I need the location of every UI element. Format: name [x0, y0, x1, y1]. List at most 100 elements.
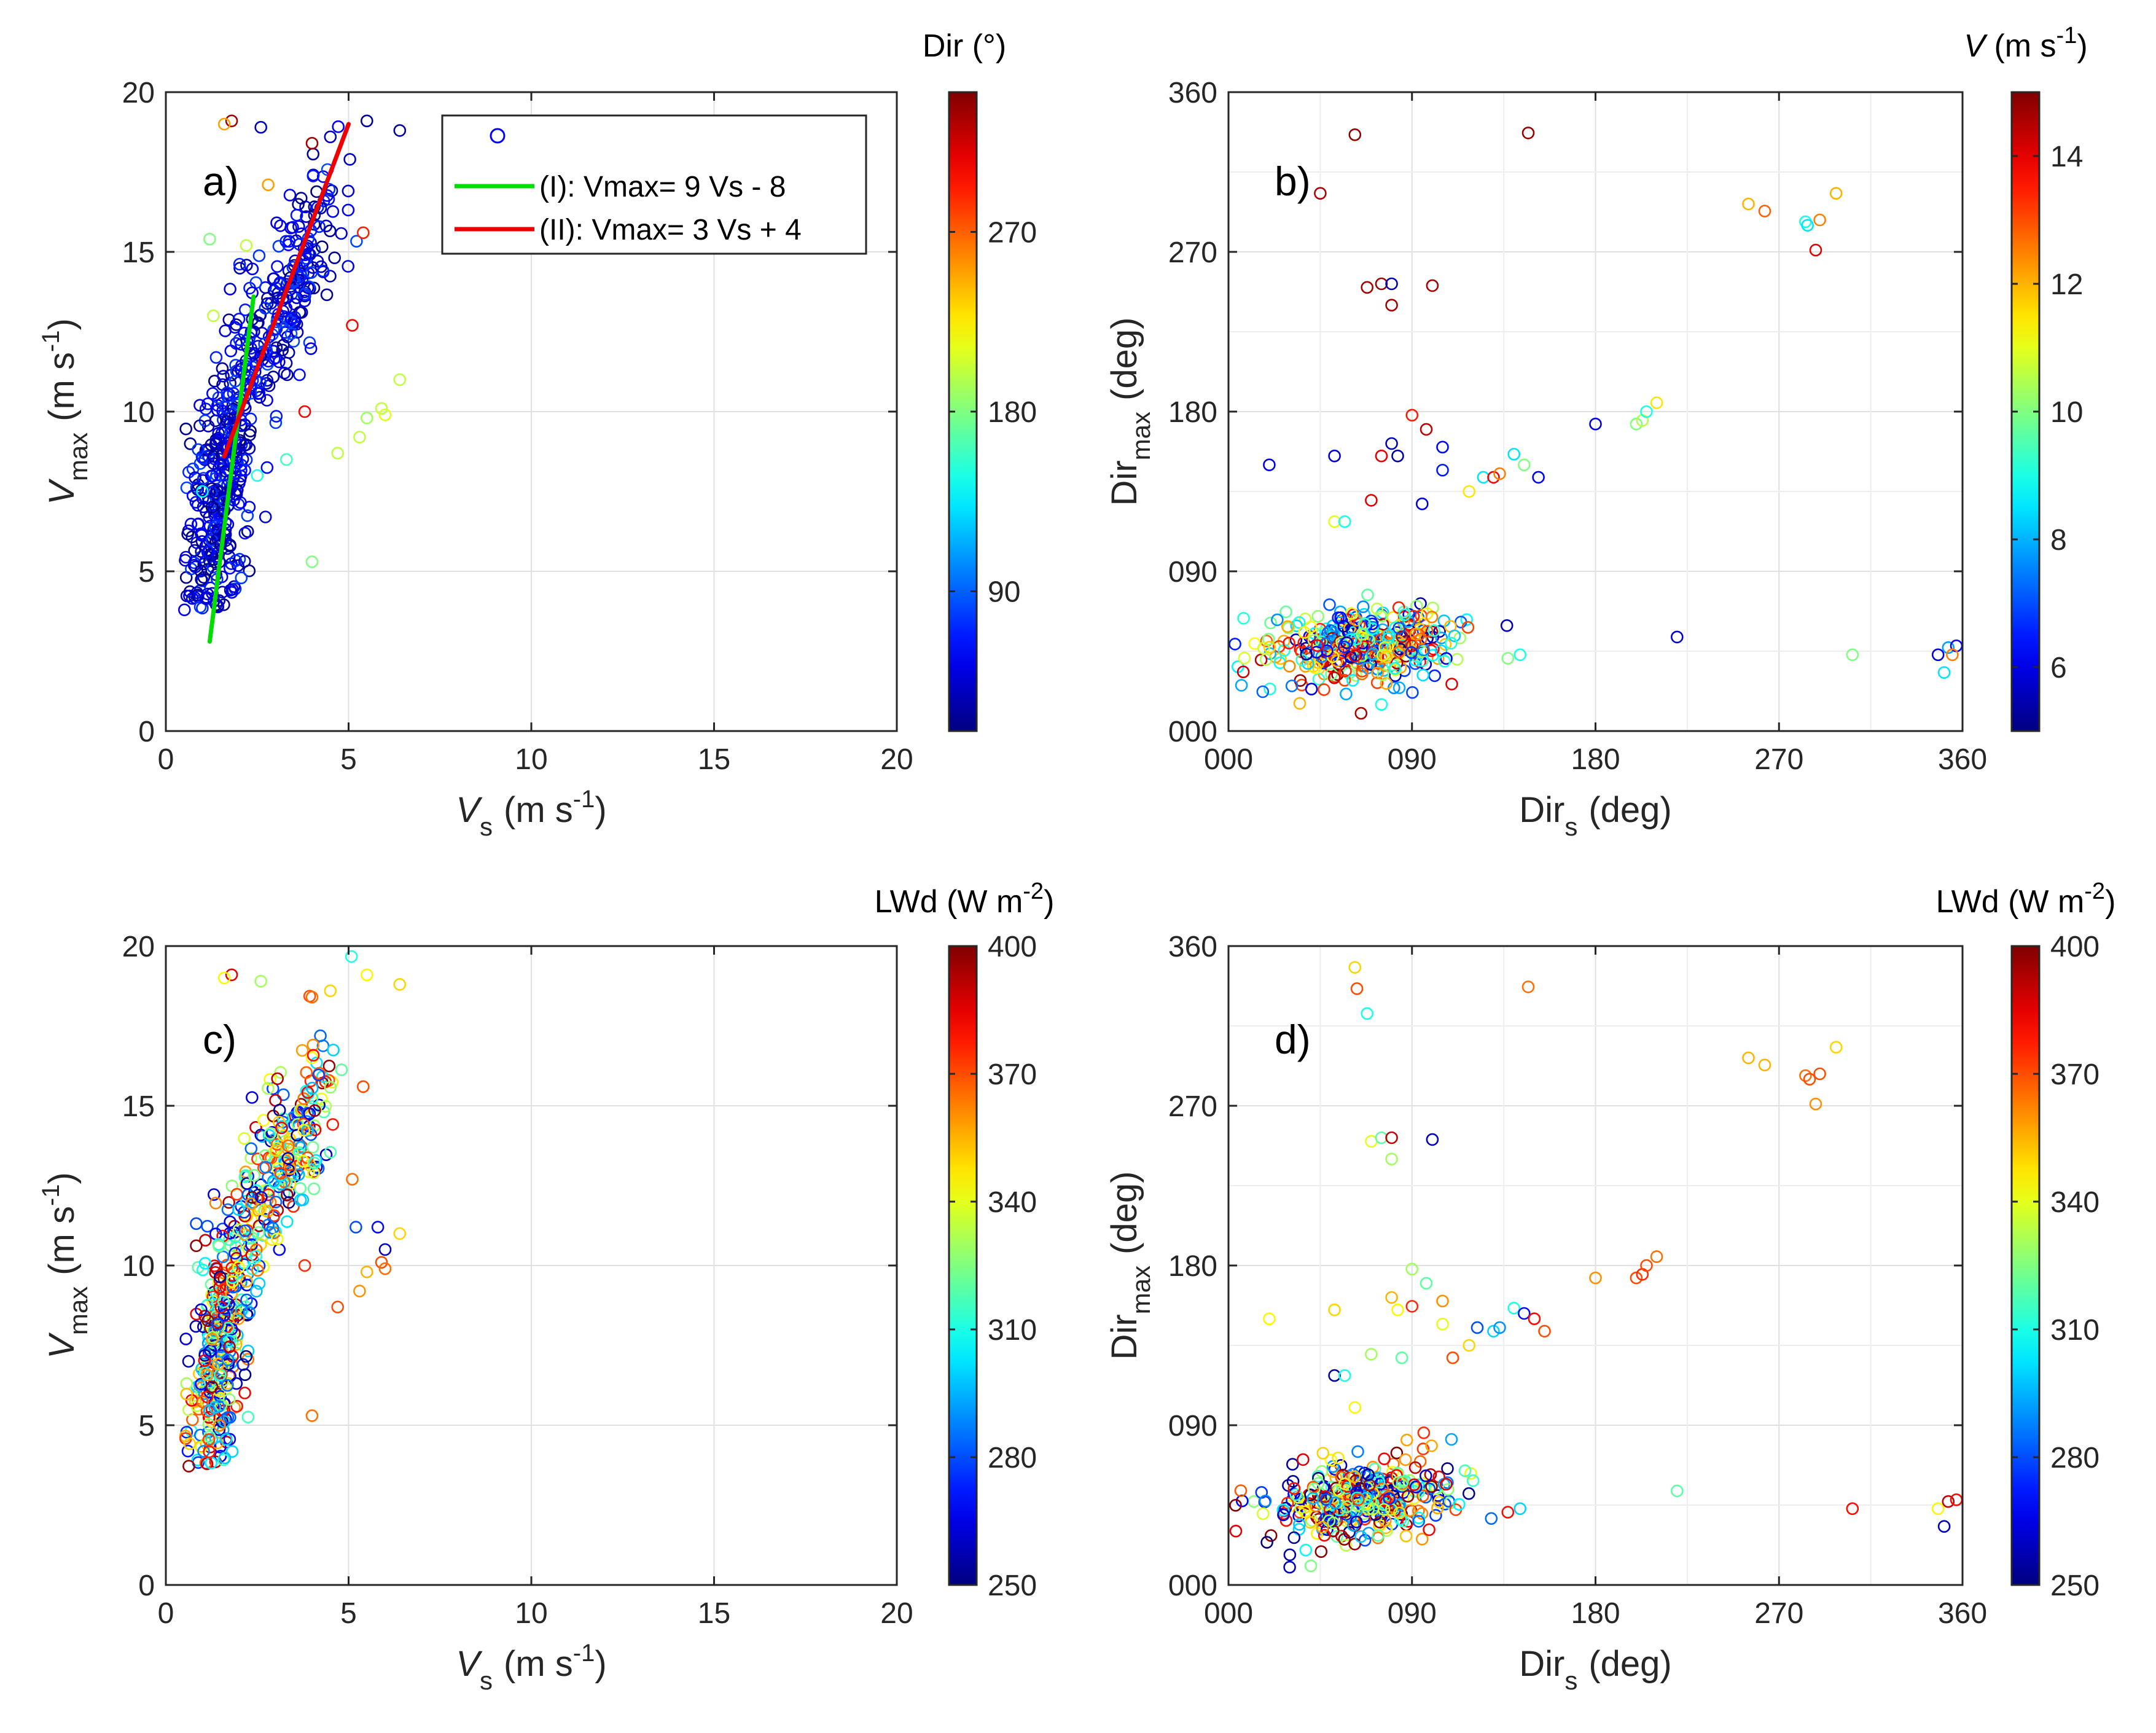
data-point [211, 404, 224, 417]
data-point [243, 501, 256, 514]
data-point [1263, 641, 1276, 654]
data-point [225, 114, 238, 128]
data-point [1314, 187, 1327, 200]
data-point [213, 1270, 227, 1283]
data-point [1325, 1481, 1338, 1494]
data-point [1420, 1469, 1432, 1482]
data-point [280, 1215, 294, 1228]
data-point [1392, 622, 1405, 635]
x-tick-label: 20 [880, 743, 913, 776]
data-point [252, 249, 266, 262]
x-tick-label: 000 [1204, 1597, 1253, 1630]
data-point [181, 1444, 195, 1458]
data-point [276, 1129, 290, 1142]
data-point [1304, 1559, 1318, 1573]
data-point [267, 272, 280, 286]
data-point [1286, 1475, 1300, 1488]
data-point [1388, 662, 1402, 675]
colorbar-tick-label: 400 [988, 931, 1037, 963]
data-point [350, 1221, 362, 1234]
data-point [346, 319, 359, 332]
data-point [1287, 1531, 1301, 1544]
data-point [1340, 687, 1353, 700]
data-point [1518, 458, 1531, 472]
colorbar-tick-label: 250 [988, 1570, 1037, 1602]
data-point [315, 240, 329, 254]
data-point [230, 451, 243, 464]
data-point [1671, 630, 1684, 644]
data-point [1350, 1516, 1363, 1528]
data-point [223, 1340, 236, 1353]
data-point [270, 216, 283, 230]
colorbar-tick-label: 370 [2050, 1058, 2099, 1091]
data-point [1338, 1369, 1351, 1382]
data-point [196, 1263, 209, 1277]
data-point [1589, 1271, 1602, 1285]
data-point [1354, 1530, 1367, 1543]
data-point [225, 968, 238, 982]
y-tick-label: 090 [1168, 556, 1217, 589]
data-point [342, 184, 355, 198]
data-point [186, 462, 200, 475]
data-point [230, 488, 243, 501]
data-point [284, 327, 298, 340]
data-point [240, 1177, 254, 1190]
data-point [307, 1182, 321, 1195]
data-point [1385, 1291, 1398, 1304]
x-axis-label: Vs (m s-1) [456, 786, 606, 841]
colorbar-title: LWd (W m-2) [875, 878, 1055, 920]
data-point [262, 1183, 275, 1196]
data-point [1809, 243, 1822, 257]
data-point [1316, 1520, 1329, 1534]
data-point [245, 1091, 259, 1104]
data-point [266, 1082, 279, 1095]
data-point [230, 1399, 243, 1413]
data-point [1260, 1536, 1273, 1549]
y-tick-label: 000 [1168, 716, 1217, 748]
colorbar-tick-label: 8 [2050, 524, 2067, 557]
data-point [1501, 1506, 1515, 1519]
panel-d: 000 090 180 270 360 000 090 180 270 360 Dirs (deg) D… [1104, 878, 2115, 1695]
y-tick-label: 270 [1168, 1090, 1217, 1123]
x-tick-label: 10 [515, 1597, 547, 1630]
colorbar-tick-label: 340 [988, 1186, 1037, 1219]
data-point [264, 1127, 277, 1140]
x-tick-label: 5 [340, 1597, 357, 1630]
data-point [199, 1234, 212, 1247]
data-point [1392, 1476, 1405, 1489]
data-point [1385, 1152, 1398, 1165]
data-point [216, 362, 229, 375]
data-point [315, 1092, 328, 1106]
data-point [1283, 660, 1296, 673]
data-point [1438, 655, 1451, 668]
data-point [1513, 648, 1526, 662]
data-point [243, 442, 256, 455]
data-point [262, 1129, 276, 1142]
data-point [1408, 657, 1422, 670]
data-point [1316, 1447, 1330, 1460]
data-point [260, 394, 273, 407]
data-point [185, 562, 198, 576]
data-point [283, 1158, 297, 1172]
data-point [1340, 1500, 1353, 1513]
data-point [1236, 665, 1250, 678]
data-point [1377, 668, 1389, 681]
data-point [1334, 611, 1347, 624]
data-point [305, 136, 319, 150]
data-point [269, 1195, 283, 1208]
y-tick-label: 20 [122, 77, 155, 109]
data-point [1813, 213, 1826, 227]
data-point [1350, 1492, 1364, 1504]
colorbar-tick-label: 14 [2050, 141, 2083, 173]
data-point [219, 1433, 233, 1446]
data-point [1942, 641, 1955, 654]
data-point [1801, 219, 1814, 232]
y-tick-label: 360 [1168, 77, 1217, 109]
data-point [295, 1044, 309, 1057]
data-point [324, 130, 337, 144]
data-point [269, 416, 283, 429]
colorbar-title: Dir (°) [923, 28, 1006, 64]
data-point [1263, 458, 1276, 472]
data-point [1302, 646, 1315, 659]
legend-entry-label: (I): Vmax= 9 Vs - 8 [539, 171, 786, 203]
